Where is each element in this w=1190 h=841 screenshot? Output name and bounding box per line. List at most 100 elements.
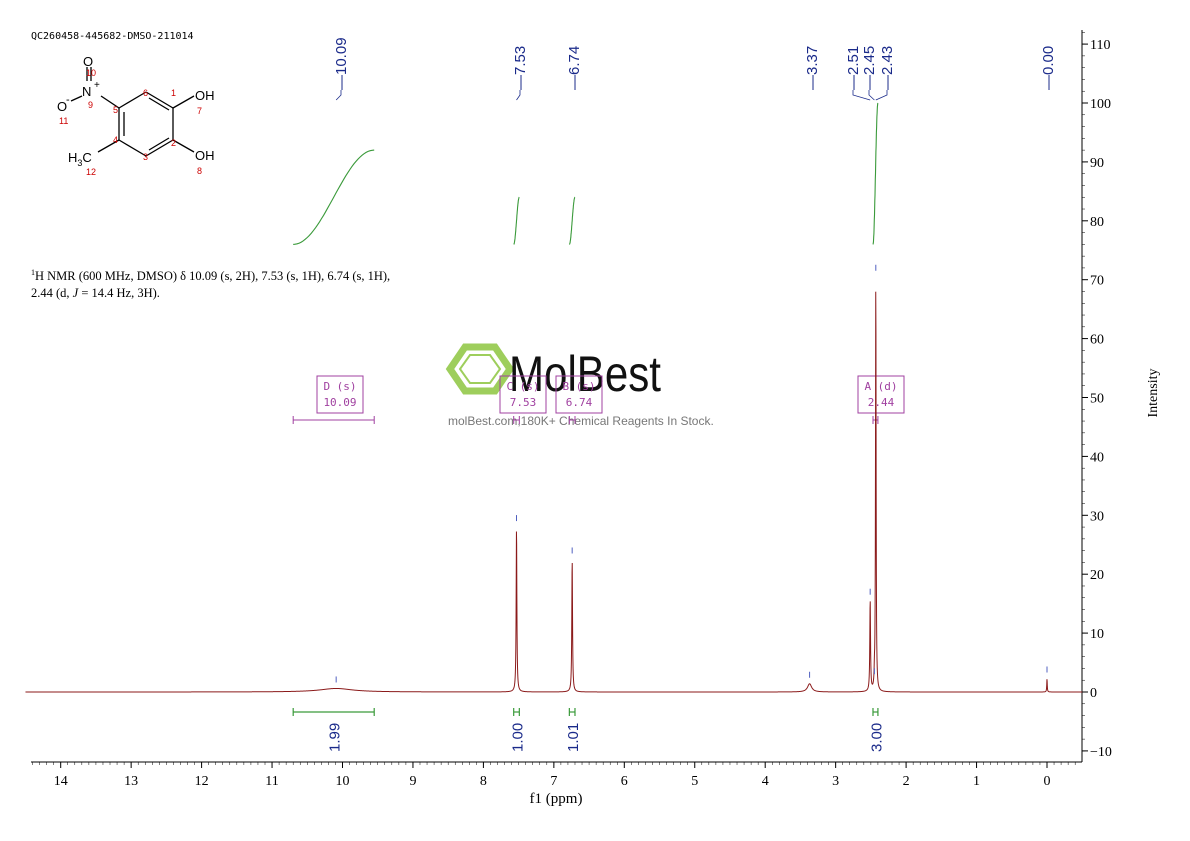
nmr-description-line2a: 2.44 (d,: [31, 286, 73, 301]
peak-label-leader: [875, 90, 888, 101]
integral-value: 1.00: [510, 723, 527, 752]
x-tick-label: 5: [691, 774, 698, 789]
y-tick-label: 110: [1090, 38, 1110, 53]
x-tick-label: 1: [973, 774, 980, 789]
molbest-logo-icon: [445, 343, 515, 395]
integral-curve: [872, 102, 879, 245]
peak-label: —6.74: [566, 46, 583, 90]
peak-label-leader: [516, 90, 521, 101]
y-tick-label: 90: [1090, 156, 1104, 171]
nmr-description-line1: H NMR (600 MHz, DMSO) δ 10.09 (s, 2H), 7…: [35, 269, 391, 284]
peak-label-leader: [868, 90, 875, 101]
peak-label: —0.00: [1040, 46, 1057, 90]
nmr-isotope-superscript: 1: [31, 268, 35, 277]
x-tick-label: 2: [903, 774, 910, 789]
y-tick-label: −10: [1090, 745, 1112, 760]
peak-label: —2.43: [879, 46, 896, 90]
y-axis-label: Intensity: [1146, 369, 1161, 418]
y-tick-label: 10: [1090, 627, 1104, 642]
hydroxyl-bottom-label: OH: [195, 148, 215, 163]
peak-label: —2.45: [861, 46, 878, 90]
multiplet-box: [555, 375, 603, 414]
integral-curves: 1.99 1.00 1.01 3.00: [292, 102, 885, 752]
atom-numbers: 10 9 11 6 5 1 7 4 2 3 8 12: [59, 68, 202, 177]
integral-curve: [513, 196, 520, 245]
multiplet-label: A (d): [864, 380, 897, 393]
y-tick-label: 50: [1090, 392, 1104, 407]
integral-curve: [293, 149, 375, 245]
y-tick-label: 30: [1090, 509, 1104, 524]
watermark-brand: MolBest: [509, 346, 661, 402]
atom-number: 9: [88, 100, 93, 110]
multiplet-label: C (s): [506, 380, 539, 393]
axes: 14 13 12 11 10 9 8 7 6 5 4 3 2 1 0−1001020304050607080…: [31, 30, 1112, 789]
sample-id: QC260458-445682-DMSO-211014: [31, 31, 194, 42]
nmr-description-line2b: = 14.4 Hz, 3H).: [78, 286, 160, 301]
multiplet-boxes: D (s) 10.09 C (s) 7.53 B (s) 6.74 A (d) 2.44: [292, 375, 905, 424]
nitrogen-charge: +: [94, 80, 100, 91]
x-tick-label: 7: [550, 774, 557, 789]
x-axis-label: f1 (ppm): [530, 791, 583, 807]
y-tick-label: 100: [1090, 97, 1111, 112]
nmr-coupling-symbol: J: [72, 286, 79, 301]
multiplet-shift: 10.09: [323, 396, 356, 409]
atom-number: 8: [197, 166, 202, 176]
x-tick-label: 0: [1044, 774, 1051, 789]
x-tick-label: 4: [762, 774, 769, 789]
atom-number: 2: [171, 138, 176, 148]
y-tick-label: 40: [1090, 450, 1104, 465]
multiplet-shift: 7.53: [510, 396, 537, 409]
atom-number: 6: [143, 88, 148, 98]
oxygen-minus-charge: -: [66, 94, 70, 106]
atom-number: 12: [86, 167, 96, 177]
y-tick-label: 20: [1090, 568, 1104, 583]
x-tick-label: 12: [195, 774, 209, 789]
multiplet-label: B (s): [562, 380, 595, 393]
y-tick-label: 80: [1090, 215, 1104, 230]
atom-number: 5: [113, 105, 118, 115]
atom-number: 10: [86, 68, 96, 78]
atom-number: 7: [197, 106, 202, 116]
peak-labels: —10.09 —7.53 —6.74 —3.37 —2.51 —2.45 —2.43 —0.0…: [333, 37, 1057, 101]
multiplet-shift: 6.74: [566, 396, 593, 409]
oxygen-minus-label: O: [57, 99, 67, 114]
watermark-tagline: molBest.com,180K+ Chemical Reagents In S…: [448, 414, 714, 428]
integral-value: 1.99: [327, 723, 344, 752]
multiplet-box: [857, 375, 905, 414]
peak-label: —7.53: [512, 46, 529, 90]
nitrogen-label: N: [82, 84, 91, 99]
x-tick-label: 11: [265, 774, 278, 789]
atom-number: 11: [59, 116, 68, 126]
peak-label: —3.37: [804, 46, 821, 90]
peak-label: —10.09: [333, 37, 350, 90]
peak-label: —2.51: [845, 46, 862, 90]
x-tick-label: 6: [621, 774, 628, 789]
methyl-label: H3C: [68, 150, 92, 168]
peak-label-leader: [852, 90, 871, 101]
multiplet-shift: 2.44: [868, 396, 895, 409]
peak-label-leader: [335, 90, 342, 101]
multiplet-box: [316, 375, 364, 414]
integral-value: 3.00: [868, 723, 885, 752]
x-tick-label: 13: [124, 774, 138, 789]
x-tick-label: 3: [832, 774, 839, 789]
atom-number: 4: [113, 135, 118, 145]
oxygen-top-label: O: [83, 54, 93, 69]
atom-number: 1: [171, 88, 176, 98]
y-tick-label: 60: [1090, 333, 1104, 348]
x-tick-label: 9: [409, 774, 416, 789]
x-tick-label: 14: [54, 774, 68, 789]
spectrum-line: [25, 291, 1083, 693]
integral-curve: [569, 196, 576, 245]
x-tick-label: 8: [480, 774, 487, 789]
molbest-watermark: MolBest molBest.com,180K+ Chemical Reage…: [445, 343, 714, 428]
hydroxyl-top-label: OH: [195, 88, 215, 103]
y-tick-label: 70: [1090, 274, 1104, 289]
multiplet-box: [499, 375, 547, 414]
atom-number: 3: [143, 152, 148, 162]
molbest-logo-inner-icon: [458, 354, 502, 384]
x-tick-label: 10: [336, 774, 350, 789]
spectrum-trace: [25, 264, 1083, 693]
y-tick-label: 0: [1090, 686, 1097, 701]
